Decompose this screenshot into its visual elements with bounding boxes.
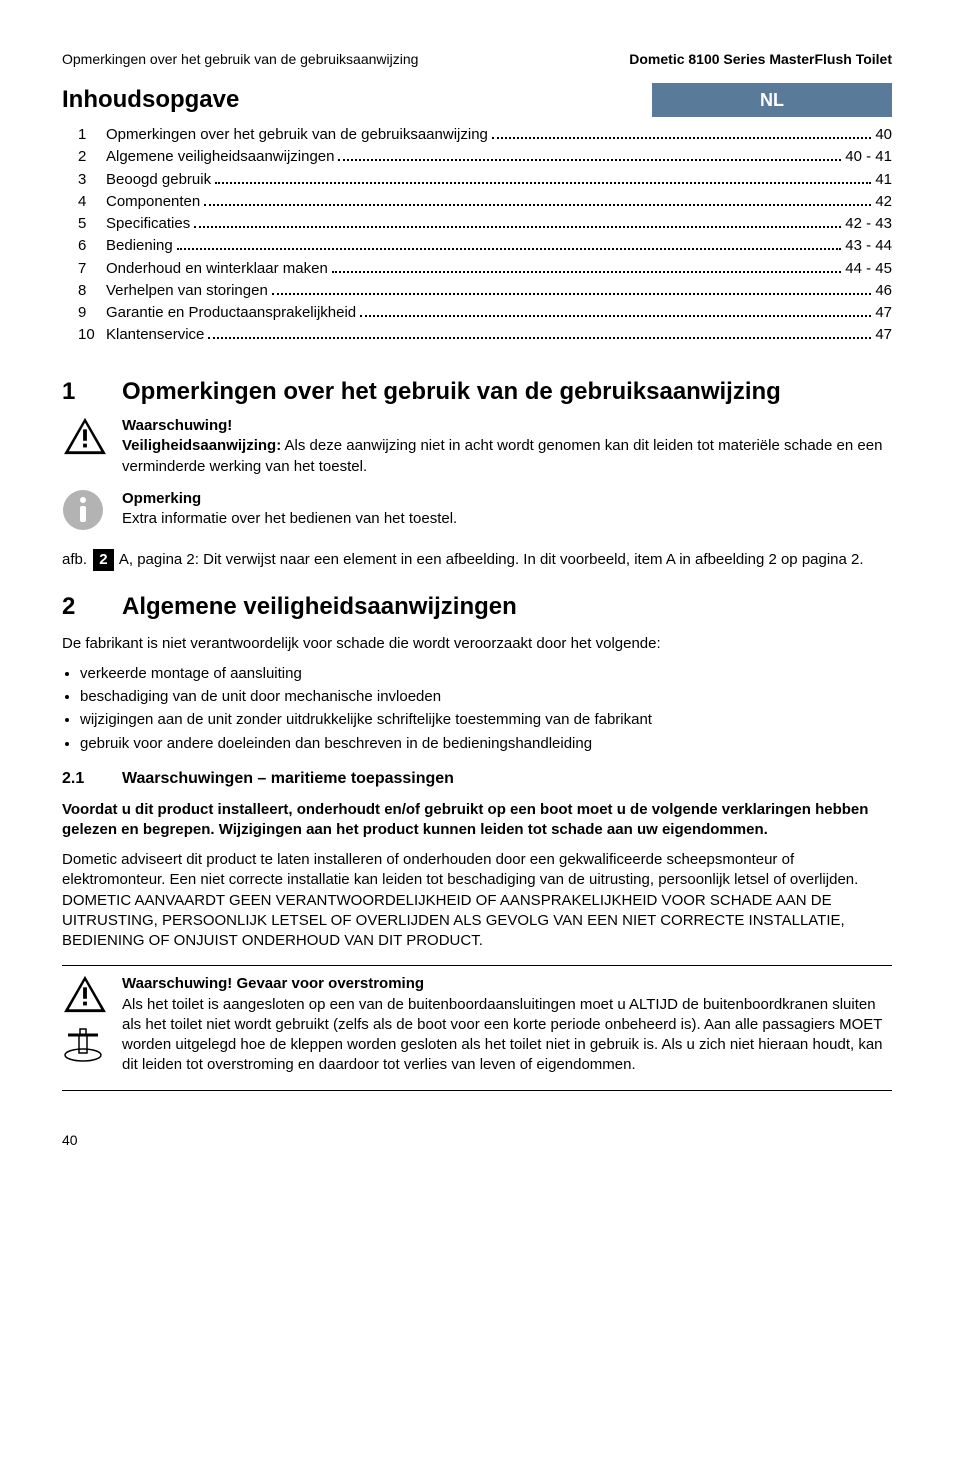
toc-page: 40 — [875, 125, 892, 145]
afb-reference: afb. 2 A, pagina 2: Dit verwijst naar ee… — [62, 549, 892, 571]
subsection-number: 2.1 — [62, 768, 122, 790]
toc-row: 1Opmerkingen over het gebruik van de geb… — [78, 125, 892, 145]
subsection-heading: 2.1 Waarschuwingen – maritieme toepassin… — [62, 768, 892, 790]
toc-number: 1 — [78, 125, 106, 145]
toc-number: 8 — [78, 281, 106, 301]
section-title: Opmerkingen over het gebruik van de gebr… — [122, 376, 781, 408]
divider — [62, 1090, 892, 1091]
section-number: 2 — [62, 591, 122, 623]
toc-page: 43 - 44 — [845, 236, 892, 256]
page-number: 40 — [62, 1131, 892, 1150]
toc-label: Klantenservice — [106, 325, 204, 345]
toc-row: 9Garantie en Productaansprakelijkheid 47 — [78, 303, 892, 323]
toc-page: 41 — [875, 170, 892, 190]
toc-row: 2Algemene veiligheidsaanwijzingen 40 - 41 — [78, 147, 892, 167]
toc-row: 3Beoogd gebruik 41 — [78, 170, 892, 190]
toc-page: 46 — [875, 281, 892, 301]
seacock-icon — [62, 1025, 104, 1063]
toc-title: Inhoudsopgave — [62, 84, 652, 116]
toc-row: 10Klantenservice 47 — [78, 325, 892, 345]
warning-text: Veiligheidsaanwijzing: Als deze aanwijzi… — [122, 436, 892, 477]
flood-warning-heading: Waarschuwing! Gevaar voor overstroming — [122, 974, 892, 994]
toc-row: 6Bediening 43 - 44 — [78, 236, 892, 256]
warning-triangle-icon — [62, 416, 108, 456]
toc-page: 47 — [875, 325, 892, 345]
note-block: Opmerking Extra informatie over het bedi… — [62, 489, 892, 537]
flood-warning-text: Als het toilet is aangesloten op een van… — [122, 995, 892, 1076]
toc-dots — [177, 238, 842, 250]
table-of-contents: 1Opmerkingen over het gebruik van de geb… — [78, 125, 892, 346]
toc-label: Specificaties — [106, 214, 190, 234]
toc-page: 40 - 41 — [845, 147, 892, 167]
long-paragraph: Dometic adviseert dit product te laten i… — [62, 850, 892, 951]
toc-label: Componenten — [106, 192, 200, 212]
toc-label: Onderhoud en winterklaar maken — [106, 259, 328, 279]
toc-dots — [332, 261, 842, 273]
header-left: Opmerkingen over het gebruik van de gebr… — [62, 50, 418, 69]
section-number: 1 — [62, 376, 122, 408]
toc-number: 10 — [78, 325, 106, 345]
toc-dots — [208, 327, 871, 339]
toc-dots — [194, 216, 841, 228]
toc-label: Garantie en Productaansprakelijkheid — [106, 303, 356, 323]
toc-dots — [360, 305, 871, 317]
toc-dots — [338, 149, 841, 161]
divider — [62, 965, 892, 966]
afb-number-box: 2 — [93, 549, 113, 571]
note-heading: Opmerking — [122, 489, 892, 509]
toc-row: 5Specificaties 42 - 43 — [78, 214, 892, 234]
warning-block: Waarschuwing! Veiligheidsaanwijzing: Als… — [62, 416, 892, 477]
toc-page: 42 — [875, 192, 892, 212]
bold-paragraph: Voordat u dit product installeert, onder… — [62, 800, 892, 841]
bullet-list: verkeerde montage of aansluiting beschadi… — [80, 664, 892, 754]
title-row: Inhoudsopgave NL — [62, 83, 892, 117]
note-text: Extra informatie over het bedienen van h… — [122, 509, 892, 529]
toc-row: 8Verhelpen van storingen 46 — [78, 281, 892, 301]
toc-dots — [272, 283, 872, 295]
toc-label: Algemene veiligheidsaanwijzingen — [106, 147, 334, 167]
toc-number: 4 — [78, 192, 106, 212]
list-item: beschadiging van de unit door mechanisch… — [80, 687, 892, 707]
toc-row: 7Onderhoud en winterklaar maken 44 - 45 — [78, 259, 892, 279]
toc-label: Verhelpen van storingen — [106, 281, 268, 301]
section-2-heading: 2 Algemene veiligheidsaanwijzingen — [62, 591, 892, 623]
toc-row: 4Componenten 42 — [78, 192, 892, 212]
language-badge: NL — [652, 83, 892, 117]
toc-page: 44 - 45 — [845, 259, 892, 279]
toc-label: Beoogd gebruik — [106, 170, 211, 190]
list-item: verkeerde montage of aansluiting — [80, 664, 892, 684]
flood-warning-block: Waarschuwing! Gevaar voor overstroming A… — [62, 974, 892, 1075]
section-title: Algemene veiligheidsaanwijzingen — [122, 591, 517, 623]
section-1-heading: 1 Opmerkingen over het gebruik van de ge… — [62, 376, 892, 408]
toc-number: 6 — [78, 236, 106, 256]
subsection-title: Waarschuwingen – maritieme toepassingen — [122, 768, 454, 790]
section-2-intro: De fabrikant is niet verantwoordelijk vo… — [62, 634, 892, 654]
warning-heading: Waarschuwing! — [122, 416, 892, 436]
header-right: Dometic 8100 Series MasterFlush Toilet — [629, 50, 892, 69]
toc-number: 3 — [78, 170, 106, 190]
list-item: gebruik voor andere doeleinden dan besch… — [80, 734, 892, 754]
toc-dots — [215, 172, 871, 184]
page-header: Opmerkingen over het gebruik van de gebr… — [62, 50, 892, 69]
toc-dots — [492, 127, 871, 139]
toc-label: Opmerkingen over het gebruik van de gebr… — [106, 125, 488, 145]
toc-number: 5 — [78, 214, 106, 234]
warning-triangle-icon — [62, 974, 108, 1014]
toc-page: 42 - 43 — [845, 214, 892, 234]
toc-dots — [204, 194, 871, 206]
toc-number: 9 — [78, 303, 106, 323]
toc-page: 47 — [875, 303, 892, 323]
toc-number: 7 — [78, 259, 106, 279]
list-item: wijzigingen aan de unit zonder uitdrukke… — [80, 710, 892, 730]
toc-number: 2 — [78, 147, 106, 167]
toc-label: Bediening — [106, 236, 173, 256]
info-circle-icon — [62, 489, 104, 531]
